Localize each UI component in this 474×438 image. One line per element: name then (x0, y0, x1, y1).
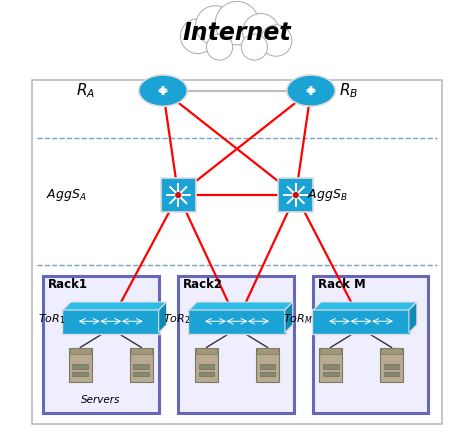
FancyBboxPatch shape (195, 348, 218, 382)
FancyBboxPatch shape (383, 364, 400, 369)
FancyBboxPatch shape (199, 372, 214, 376)
Text: $ToR_2$: $ToR_2$ (164, 312, 191, 326)
Ellipse shape (287, 75, 335, 106)
FancyBboxPatch shape (188, 309, 286, 334)
Circle shape (207, 34, 233, 60)
FancyBboxPatch shape (323, 364, 338, 369)
FancyBboxPatch shape (62, 309, 160, 334)
Circle shape (261, 25, 292, 56)
FancyBboxPatch shape (73, 372, 88, 376)
FancyBboxPatch shape (260, 372, 275, 376)
Text: Internet: Internet (182, 21, 292, 45)
FancyBboxPatch shape (161, 178, 196, 212)
FancyBboxPatch shape (178, 276, 293, 413)
Text: $ToR_1$: $ToR_1$ (37, 312, 65, 326)
Circle shape (241, 34, 267, 60)
FancyBboxPatch shape (257, 349, 278, 354)
Ellipse shape (287, 88, 335, 99)
FancyBboxPatch shape (196, 349, 217, 354)
Text: Rack M: Rack M (318, 278, 365, 291)
Text: $ToR_M$: $ToR_M$ (283, 312, 313, 326)
Text: Servers: Servers (82, 395, 121, 405)
Circle shape (196, 6, 235, 45)
Polygon shape (159, 302, 166, 332)
FancyBboxPatch shape (260, 364, 275, 369)
Text: Rack2: Rack2 (182, 278, 223, 291)
FancyBboxPatch shape (32, 80, 442, 424)
FancyBboxPatch shape (383, 372, 400, 376)
Circle shape (215, 1, 259, 45)
Text: $R_B$: $R_B$ (339, 81, 358, 100)
FancyBboxPatch shape (69, 348, 91, 382)
FancyBboxPatch shape (320, 349, 341, 354)
Circle shape (181, 19, 215, 53)
Circle shape (243, 14, 279, 50)
Ellipse shape (139, 75, 187, 106)
FancyBboxPatch shape (323, 372, 338, 376)
FancyBboxPatch shape (133, 364, 149, 369)
FancyBboxPatch shape (130, 348, 153, 382)
FancyBboxPatch shape (380, 348, 403, 382)
FancyBboxPatch shape (312, 309, 410, 334)
FancyBboxPatch shape (73, 364, 88, 369)
Text: $AggS_A$: $AggS_A$ (46, 187, 87, 203)
FancyBboxPatch shape (70, 349, 91, 354)
Circle shape (292, 191, 299, 198)
Polygon shape (313, 302, 417, 310)
FancyBboxPatch shape (278, 178, 313, 212)
Text: $R_A$: $R_A$ (76, 81, 96, 100)
Polygon shape (409, 302, 417, 332)
Polygon shape (189, 302, 293, 310)
Ellipse shape (139, 88, 187, 99)
FancyBboxPatch shape (199, 364, 214, 369)
FancyBboxPatch shape (43, 276, 159, 413)
FancyBboxPatch shape (319, 348, 342, 382)
Polygon shape (285, 302, 293, 332)
Polygon shape (63, 302, 166, 310)
FancyBboxPatch shape (313, 276, 428, 413)
Text: $AggS_B$: $AggS_B$ (307, 187, 347, 203)
Text: Rack1: Rack1 (48, 278, 88, 291)
FancyBboxPatch shape (256, 348, 279, 382)
FancyBboxPatch shape (381, 349, 402, 354)
FancyBboxPatch shape (131, 349, 152, 354)
FancyBboxPatch shape (133, 372, 149, 376)
Circle shape (175, 191, 182, 198)
